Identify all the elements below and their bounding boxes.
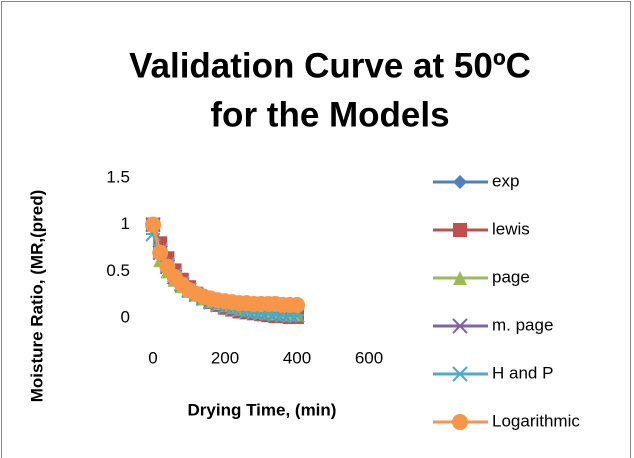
legend-marker: [453, 175, 467, 189]
chart-title: for the Models: [210, 95, 449, 134]
legend-marker: [452, 414, 468, 430]
legend-marker: [452, 366, 468, 382]
x-tick-label: 0: [148, 348, 157, 367]
legend-label: H and P: [492, 363, 553, 382]
legend-marker: [453, 271, 467, 285]
legend-marker: [453, 223, 467, 237]
marker: [145, 216, 161, 233]
y-tick-label: 0: [121, 307, 130, 326]
x-tick-label: 200: [211, 348, 239, 367]
legend-label: exp: [492, 171, 519, 190]
x-axis-label: Drying Time, (min): [188, 400, 337, 419]
y-tick-label: 0.5: [106, 261, 130, 280]
legend-label: m. page: [492, 315, 553, 334]
legend-label: Logarithmic: [492, 411, 580, 430]
x-tick-label: 400: [283, 348, 311, 367]
y-tick-label: 1.5: [106, 167, 130, 186]
x-tick-label: 600: [355, 348, 383, 367]
legend-label: page: [492, 267, 530, 286]
legend-label: lewis: [492, 219, 530, 238]
marker: [152, 244, 169, 261]
y-axis-label: Moisture Ratio, (MR,(pred): [27, 190, 46, 403]
chart-title: Validation Curve at 50ºC: [129, 46, 531, 85]
legend-marker: [452, 318, 468, 334]
y-tick-label: 1: [121, 214, 130, 233]
series: [145, 216, 305, 313]
marker: [289, 296, 305, 313]
